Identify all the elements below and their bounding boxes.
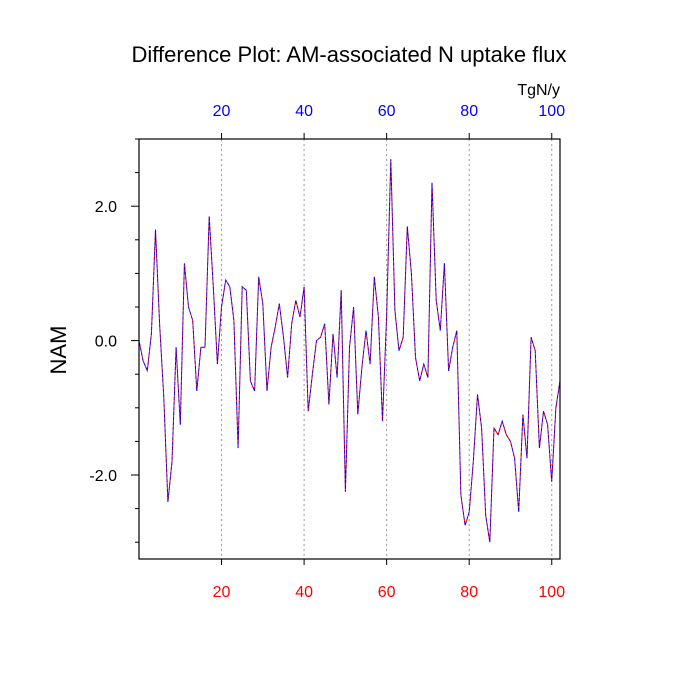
series-line-0 [138, 159, 561, 543]
chart-title: Difference Plot: AM-associated N uptake … [132, 42, 567, 67]
x-tick-label-top-0: 20 [213, 103, 231, 120]
x-tick-label-top-4: 100 [538, 103, 565, 120]
axes [138, 138, 561, 560]
series-line-0-overlay [138, 159, 561, 543]
x-tick-label-top-2: 60 [378, 103, 396, 120]
x-tick-label-bottom-4: 100 [538, 584, 565, 601]
x-tick-label-bottom-0: 20 [213, 584, 231, 601]
x-tick-label-top-1: 40 [295, 103, 313, 120]
x-tick-label-bottom-3: 80 [460, 584, 478, 601]
y-tick-label-2: 2.0 [95, 199, 117, 216]
x-tick-label-bottom-1: 40 [295, 584, 313, 601]
x-tick-label-top-3: 80 [460, 103, 478, 120]
y-tick-label-0: -2.0 [89, 468, 117, 485]
plot-frame [138, 138, 561, 560]
y-tick-label-1: 0.0 [95, 334, 117, 351]
x-tick-label-bottom-2: 60 [378, 584, 396, 601]
grid-lines [221, 139, 553, 559]
series-layer [138, 159, 561, 543]
ticks: 20 20 40 40 60 60 80 80 100 100 -2.0 0.0 2.0 [89, 103, 565, 601]
y-axis-label: NAM [46, 326, 71, 375]
units-label: TgN/y [517, 82, 560, 99]
